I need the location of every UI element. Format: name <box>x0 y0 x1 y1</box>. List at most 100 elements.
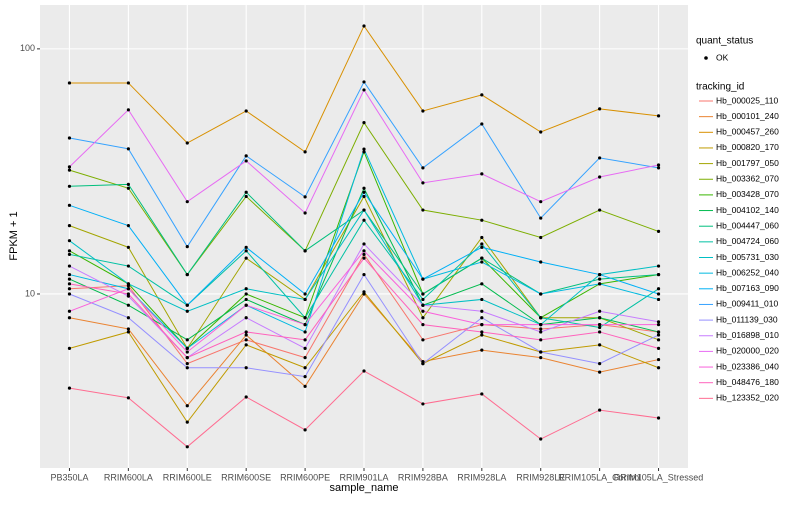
point <box>244 343 248 347</box>
point <box>67 282 72 286</box>
legend-label: Hb_000820_170 <box>716 142 779 152</box>
point <box>67 386 72 390</box>
point <box>67 184 72 188</box>
point <box>244 154 248 158</box>
point <box>598 277 602 281</box>
point <box>126 224 130 228</box>
point <box>421 402 425 406</box>
point <box>362 147 366 151</box>
legend-label: Hb_000101_240 <box>716 111 779 121</box>
point <box>598 282 602 286</box>
legend-label: Hb_011139_030 <box>716 314 778 324</box>
legend-label: Hb_004447_060 <box>716 220 779 230</box>
point <box>480 282 484 286</box>
point <box>598 323 602 327</box>
point <box>362 80 366 84</box>
point <box>303 150 307 154</box>
point <box>656 338 661 342</box>
point <box>67 239 72 243</box>
y-tick-label: 10 <box>25 288 35 298</box>
point <box>126 108 130 112</box>
point <box>185 361 189 366</box>
point <box>126 316 130 320</box>
point <box>362 272 366 277</box>
point <box>126 186 130 190</box>
point <box>362 256 366 260</box>
point <box>67 165 72 169</box>
point <box>656 229 661 234</box>
x-tick-label: RRIM928LA <box>457 472 506 482</box>
point <box>362 121 366 125</box>
point <box>126 182 130 186</box>
point <box>656 330 661 334</box>
x-tick-label: RRIM901LA <box>339 472 388 482</box>
point <box>656 163 661 167</box>
point <box>244 190 248 194</box>
point <box>362 218 366 222</box>
point <box>185 366 189 370</box>
legend-label: Hb_020000_020 <box>716 346 779 356</box>
x-tick-label: RRIM600LE <box>163 472 212 482</box>
point <box>480 218 484 222</box>
point <box>126 147 130 151</box>
point <box>480 297 484 302</box>
point <box>539 292 543 296</box>
point <box>421 309 425 313</box>
x-tick-label: RRIM600PE <box>280 472 330 482</box>
point <box>539 216 543 220</box>
y-axis-title: FPKM + 1 <box>8 211 20 260</box>
point <box>244 316 248 320</box>
point <box>480 323 484 327</box>
x-tick-label: RRIM928BA <box>398 472 448 482</box>
point-legend-label: OK <box>716 52 729 62</box>
point <box>480 256 484 260</box>
point <box>185 272 189 277</box>
point <box>598 309 602 313</box>
point <box>362 208 366 212</box>
point <box>303 338 307 342</box>
point <box>126 264 130 268</box>
point <box>67 136 72 140</box>
point <box>362 150 366 154</box>
point <box>303 346 307 350</box>
point <box>244 287 248 291</box>
point <box>421 109 425 113</box>
point <box>303 297 307 302</box>
point <box>656 346 661 350</box>
point <box>244 395 248 399</box>
point <box>480 392 484 396</box>
legend-label: Hb_003428_070 <box>716 189 779 199</box>
point <box>362 242 366 246</box>
point <box>598 408 602 412</box>
point <box>598 272 602 277</box>
legend-label: Hb_005731_030 <box>716 252 779 262</box>
point <box>126 292 130 296</box>
point <box>126 282 130 286</box>
point <box>126 330 130 334</box>
point <box>244 333 248 337</box>
point <box>244 256 248 260</box>
point <box>539 260 543 264</box>
point <box>244 245 248 249</box>
point <box>67 346 72 350</box>
point <box>362 88 366 92</box>
legend-label: Hb_000457_260 <box>716 127 779 137</box>
point <box>67 168 72 172</box>
legend-label: Hb_000025_110 <box>716 95 779 105</box>
point <box>480 235 484 240</box>
point <box>539 200 543 204</box>
point <box>598 208 602 212</box>
point <box>539 323 543 327</box>
point <box>539 235 543 240</box>
point <box>185 445 189 449</box>
point <box>598 316 602 320</box>
point <box>185 309 189 313</box>
point <box>656 114 661 118</box>
point <box>362 290 366 294</box>
point <box>303 316 307 320</box>
x-tick-label: PB350LA <box>50 472 88 482</box>
point <box>539 356 543 360</box>
legend-label: Hb_007163_090 <box>716 283 779 293</box>
point <box>421 323 425 327</box>
point <box>67 81 72 85</box>
